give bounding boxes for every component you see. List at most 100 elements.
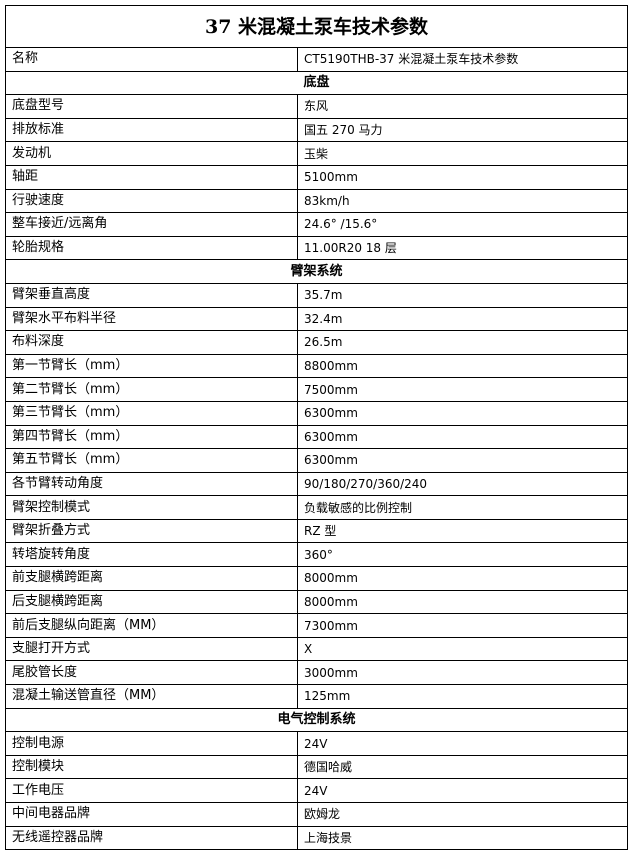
param-label: 底盘型号	[5, 94, 298, 119]
param-value: 东风	[297, 94, 628, 119]
page-title: 37 米混凝土泵车技术参数	[5, 5, 628, 48]
param-value: RZ 型	[297, 518, 628, 544]
table-row: 转塔旋转角度 360°	[5, 542, 628, 568]
param-label: 尾胶管长度	[5, 660, 298, 686]
param-label: 中间电器品牌	[5, 802, 298, 827]
table-row: 布料深度 26.5m	[5, 330, 628, 355]
section-header-row: 底盘	[5, 70, 628, 96]
table-row: 第四节臂长（mm） 6300mm	[5, 424, 628, 450]
param-value: 6300mm	[297, 400, 628, 426]
table-row: 前后支腿纵向距离（MM） 7300mm	[5, 613, 628, 638]
param-label: 第三节臂长（mm）	[5, 400, 298, 426]
table-row: 各节臂转动角度 90/180/270/360/240	[5, 471, 628, 497]
param-value: 24V	[297, 731, 628, 756]
param-label: 臂架垂直高度	[5, 282, 298, 308]
param-label: 轴距	[5, 164, 298, 190]
param-label: 前支腿横跨距离	[5, 566, 298, 591]
param-label: 行驶速度	[5, 188, 298, 214]
param-label: 臂架控制模式	[5, 495, 298, 520]
param-label: 臂架折叠方式	[5, 518, 298, 544]
table-row: 支腿打开方式 X	[5, 636, 628, 662]
param-value: X	[297, 636, 628, 662]
param-label: 第五节臂长（mm）	[5, 448, 298, 473]
section-title: 电气控制系统	[5, 707, 628, 733]
param-value: 国五 270 马力	[297, 117, 628, 143]
param-value: 6300mm	[297, 448, 628, 473]
title-row: 37 米混凝土泵车技术参数	[5, 5, 628, 48]
table-row: 控制电源 24V	[5, 731, 628, 756]
section-title: 臂架系统	[5, 259, 628, 284]
param-value: 6300mm	[297, 424, 628, 450]
param-label: 布料深度	[5, 330, 298, 355]
param-label: 转塔旋转角度	[5, 542, 298, 568]
param-value: 125mm	[297, 684, 628, 709]
param-value: 8000mm	[297, 589, 628, 615]
param-label: 轮胎规格	[5, 235, 298, 261]
param-label: 排放标准	[5, 117, 298, 143]
param-value: 26.5m	[297, 330, 628, 355]
section-title: 底盘	[5, 70, 628, 96]
param-label: 发动机	[5, 141, 298, 166]
param-value: 7300mm	[297, 613, 628, 638]
param-label: 支腿打开方式	[5, 636, 298, 662]
param-value: 8800mm	[297, 353, 628, 379]
param-label: 第二节臂长（mm）	[5, 377, 298, 402]
table-row: 发动机 玉柴	[5, 141, 628, 166]
param-label: 后支腿横跨距离	[5, 589, 298, 615]
param-label: 第四节臂长（mm）	[5, 424, 298, 450]
table-row: 前支腿横跨距离 8000mm	[5, 566, 628, 591]
table-row: 轮胎规格 11.00R20 18 层	[5, 235, 628, 261]
param-label: 控制电源	[5, 731, 298, 756]
table-row: 臂架控制模式 负载敏感的比例控制	[5, 495, 628, 520]
param-value: 24V	[297, 778, 628, 803]
table-row: 名称 CT5190THB-37 米混凝土泵车技术参数	[5, 47, 628, 72]
param-value: 上海技景	[297, 825, 628, 851]
param-value: CT5190THB-37 米混凝土泵车技术参数	[297, 47, 628, 72]
param-value: 11.00R20 18 层	[297, 235, 628, 261]
table-row: 第五节臂长（mm） 6300mm	[5, 448, 628, 473]
param-label: 前后支腿纵向距离（MM）	[5, 613, 298, 638]
param-label: 控制模块	[5, 754, 298, 780]
param-value: 32.4m	[297, 306, 628, 332]
param-label: 整车接近/远离角	[5, 212, 298, 237]
param-label: 各节臂转动角度	[5, 471, 298, 497]
param-value: 欧姆龙	[297, 802, 628, 827]
table-row: 控制模块 德国哈威	[5, 754, 628, 780]
param-value: 83km/h	[297, 188, 628, 214]
param-value: 负载敏感的比例控制	[297, 495, 628, 520]
section-header-row: 电气控制系统	[5, 707, 628, 733]
table-row: 臂架折叠方式 RZ 型	[5, 518, 628, 544]
table-row: 臂架水平布料半径 32.4m	[5, 306, 628, 332]
table-row: 行驶速度 83km/h	[5, 188, 628, 214]
param-label: 混凝土输送管直径（MM）	[5, 684, 298, 709]
param-value: 7500mm	[297, 377, 628, 402]
table-row: 轴距 5100mm	[5, 164, 628, 190]
table-row: 中间电器品牌 欧姆龙	[5, 802, 628, 827]
param-value: 3000mm	[297, 660, 628, 686]
param-value: 35.7m	[297, 282, 628, 308]
param-value: 5100mm	[297, 164, 628, 190]
table-row: 尾胶管长度 3000mm	[5, 660, 628, 686]
table-row: 第三节臂长（mm） 6300mm	[5, 400, 628, 426]
param-label: 工作电压	[5, 778, 298, 803]
param-label: 名称	[5, 47, 298, 72]
param-value: 360°	[297, 542, 628, 568]
param-value: 24.6° /15.6°	[297, 212, 628, 237]
param-label: 臂架水平布料半径	[5, 306, 298, 332]
spec-table-body: 37 米混凝土泵车技术参数 名称 CT5190THB-37 米混凝土泵车技术参数底…	[5, 5, 628, 851]
section-header-row: 臂架系统	[5, 259, 628, 284]
table-row: 混凝土输送管直径（MM） 125mm	[5, 684, 628, 709]
param-value: 玉柴	[297, 141, 628, 166]
param-value: 8000mm	[297, 566, 628, 591]
table-row: 臂架垂直高度 35.7m	[5, 282, 628, 308]
param-value: 90/180/270/360/240	[297, 471, 628, 497]
table-row: 底盘型号 东风	[5, 94, 628, 119]
table-row: 整车接近/远离角 24.6° /15.6°	[5, 212, 628, 237]
table-row: 工作电压 24V	[5, 778, 628, 803]
param-label: 无线遥控器品牌	[5, 825, 298, 851]
param-value: 德国哈威	[297, 754, 628, 780]
table-row: 第一节臂长（mm） 8800mm	[5, 353, 628, 379]
table-row: 后支腿横跨距离 8000mm	[5, 589, 628, 615]
table-row: 排放标准 国五 270 马力	[5, 117, 628, 143]
spec-table: 37 米混凝土泵车技术参数 名称 CT5190THB-37 米混凝土泵车技术参数底…	[5, 5, 628, 851]
